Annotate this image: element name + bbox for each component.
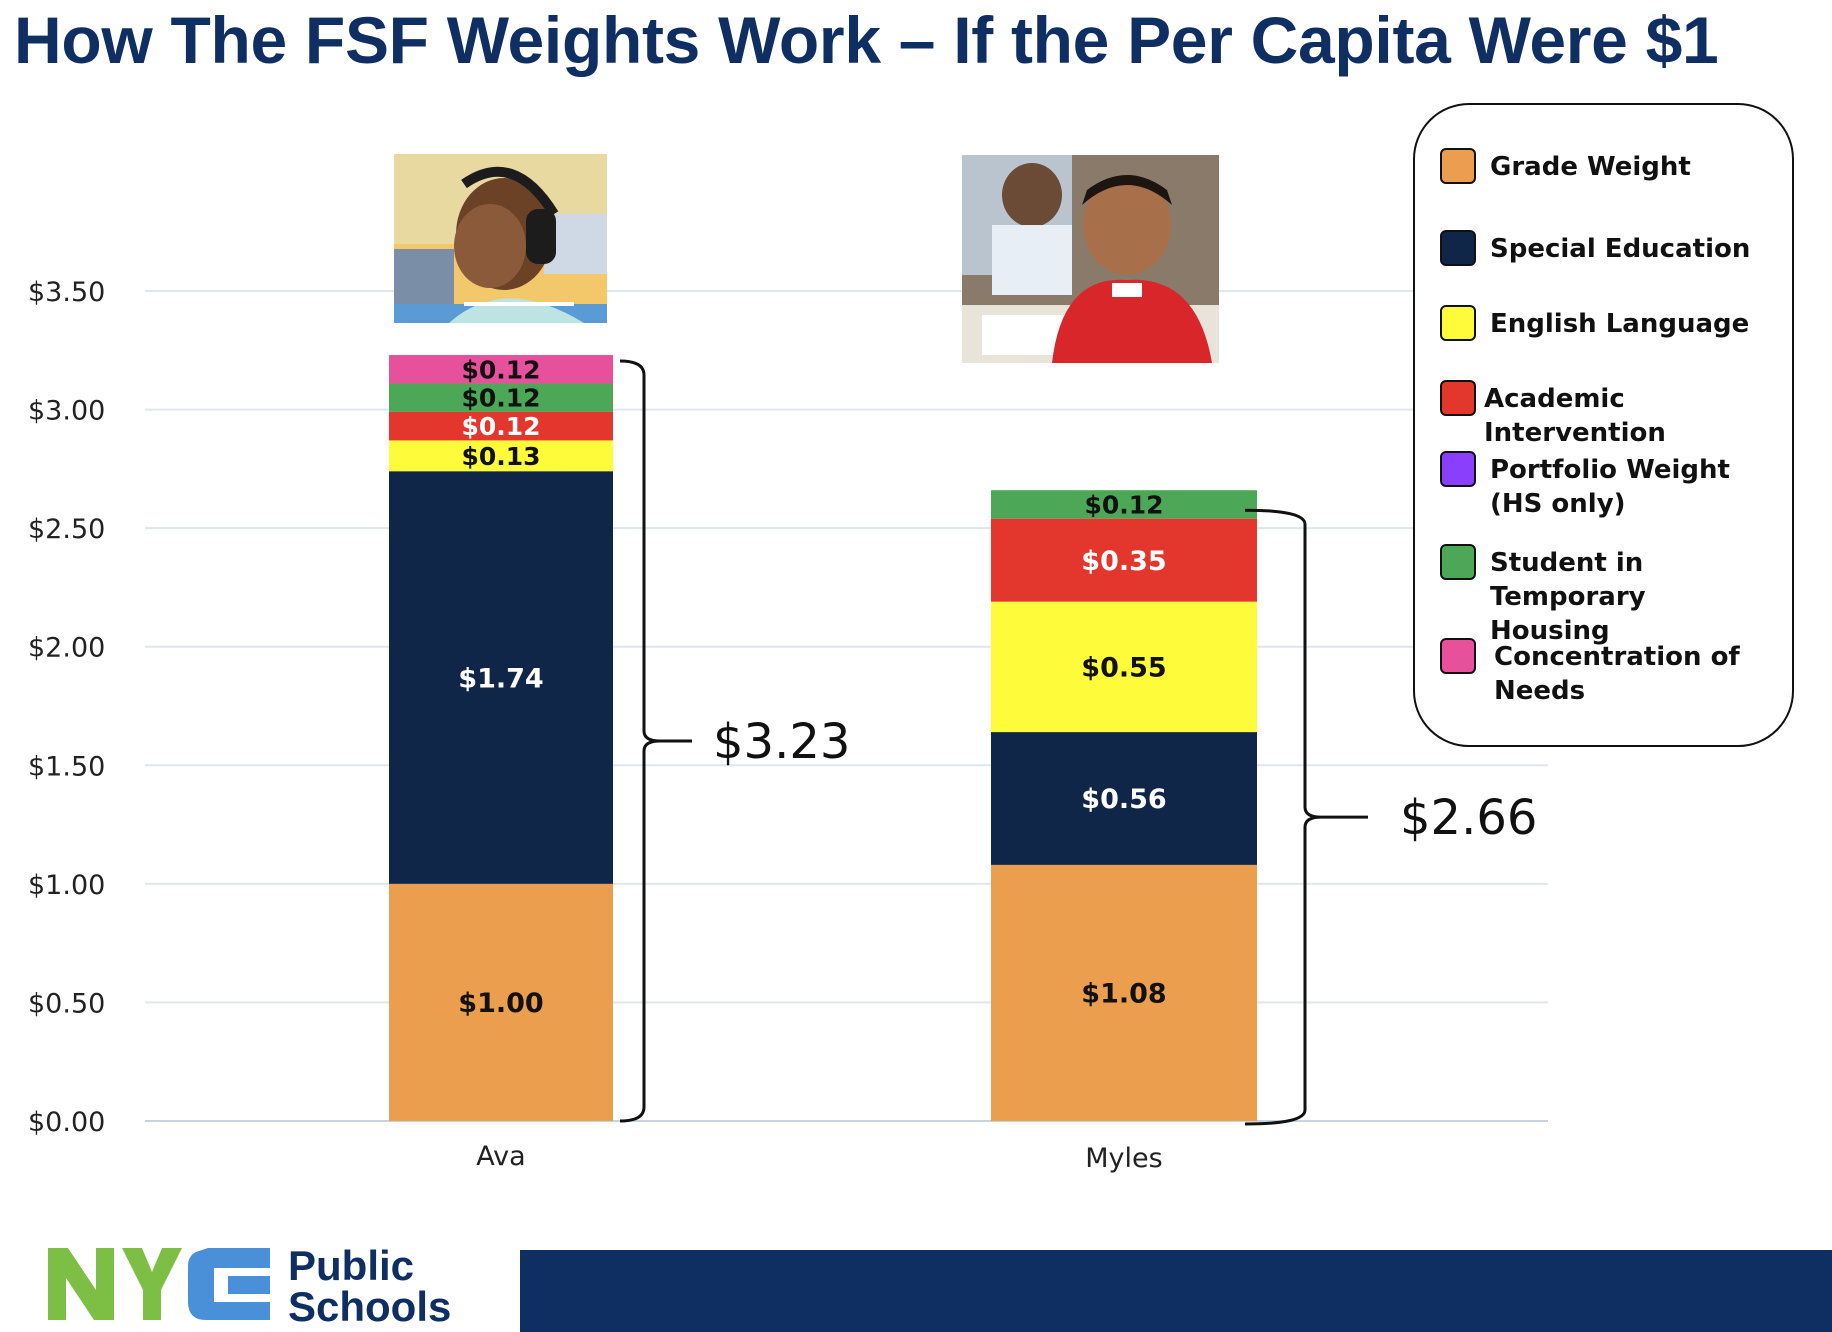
legend-label: Grade Weight — [1490, 152, 1691, 182]
legend-label: Student in Temporary Housing — [1490, 548, 1646, 646]
logo-text-public: Public — [288, 1244, 414, 1289]
student-photo-icon — [962, 155, 1219, 363]
legend-label: Concentration of Needs — [1494, 642, 1740, 706]
bar-segment — [991, 732, 1257, 865]
data-label: $0.35 — [1081, 546, 1166, 577]
bar-segment — [389, 355, 613, 384]
x-category-label: Myles — [1085, 1143, 1162, 1174]
legend-swatch — [1440, 638, 1476, 674]
x-axis-labels: Ava Myles — [476, 1141, 1162, 1174]
bar-segment — [991, 490, 1257, 519]
bar-segment — [991, 601, 1257, 733]
total-label: $3.23 — [713, 714, 850, 770]
legend-label: Special Education — [1490, 234, 1751, 264]
data-label: $1.74 — [458, 663, 543, 694]
legend-swatch — [1440, 380, 1476, 416]
legend-item-portfolio-weight: Portfolio Weight (HS only) — [1440, 451, 1730, 521]
legend-item-temporary-housing: Student in Temporary Housing — [1440, 544, 1792, 648]
y-tick-label: $2.00 — [28, 633, 105, 664]
total-brace — [619, 359, 661, 1123]
grid-lines — [145, 290, 1548, 1122]
y-tick-label: $1.00 — [28, 870, 105, 901]
data-label: $0.12 — [461, 355, 540, 384]
bar-segment — [389, 440, 613, 472]
bar-segment — [991, 518, 1257, 602]
data-label: $0.12 — [1084, 490, 1163, 519]
bar-segment — [389, 411, 613, 441]
legend-swatch — [1440, 305, 1476, 341]
data-label: $0.56 — [1081, 784, 1166, 815]
bar-segment — [991, 864, 1257, 1121]
footer-bar — [520, 1250, 1832, 1332]
data-label: $0.13 — [461, 442, 540, 471]
legend-swatch — [1440, 451, 1476, 487]
y-tick-label: $1.50 — [28, 751, 105, 782]
y-axis-labels: $0.00 $0.50 $1.00 $1.50 $2.00 $2.50 $3.00 $3.50 — [28, 277, 105, 1138]
total-label: $2.66 — [1400, 790, 1537, 846]
legend-label: English Language — [1490, 309, 1750, 339]
legend-swatch — [1440, 148, 1476, 184]
ava-photo — [394, 154, 607, 323]
total-braces: $3.23 $2.66 — [619, 359, 1537, 1126]
y-tick-label: $3.00 — [28, 396, 105, 427]
legend: Grade Weight Special Education English L… — [1413, 103, 1794, 747]
legend-label: Portfolio Weight (HS only) — [1490, 455, 1730, 519]
nyc-logo-letters — [48, 1248, 270, 1320]
bar-segment — [389, 383, 613, 412]
y-tick-label: $2.50 — [28, 514, 105, 545]
data-label: $0.12 — [461, 412, 540, 441]
bars: $1.00$1.74$0.13$0.12$0.12$0.12$1.08$0.56… — [389, 355, 1257, 1121]
student-photo-icon — [394, 154, 607, 323]
bar-segment — [389, 471, 613, 884]
legend-item-concentration-of-needs: Concentration of Needs — [1440, 638, 1740, 708]
y-tick-label: $0.00 — [28, 1107, 105, 1138]
y-tick-label: $3.50 — [28, 277, 105, 308]
myles-photo — [962, 155, 1219, 363]
data-label: $1.00 — [458, 988, 543, 1019]
data-label: $1.08 — [1081, 979, 1166, 1010]
nyc-public-schools-logo: Public Schools — [48, 1244, 451, 1324]
y-tick-label: $0.50 — [28, 988, 105, 1019]
legend-item-special-education: Special Education — [1440, 230, 1751, 266]
legend-swatch — [1440, 544, 1476, 580]
legend-item-academic-intervention: Academic Intervention — [1440, 380, 1792, 450]
legend-item-grade-weight: Grade Weight — [1440, 148, 1691, 184]
data-label: $0.12 — [461, 384, 540, 413]
legend-item-english-language: English Language — [1440, 305, 1750, 341]
x-category-label: Ava — [476, 1141, 525, 1172]
legend-label: Academic Intervention — [1484, 384, 1666, 448]
data-label: $0.55 — [1081, 653, 1166, 684]
legend-swatch — [1440, 230, 1476, 266]
bar-segment — [389, 883, 613, 1121]
logo-text-schools: Schools — [288, 1283, 451, 1324]
page-title: How The FSF Weights Work – If the Per Ca… — [14, 3, 1719, 77]
